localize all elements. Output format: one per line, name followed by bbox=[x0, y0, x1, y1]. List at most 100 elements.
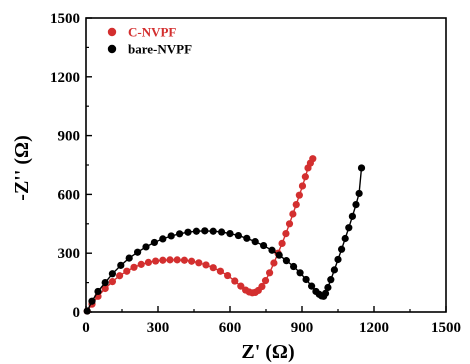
x-tick-label: 0 bbox=[82, 320, 90, 336]
data-point bbox=[209, 264, 217, 272]
data-point bbox=[275, 251, 283, 259]
y-tick-label: 300 bbox=[58, 246, 81, 262]
data-point bbox=[348, 212, 356, 220]
data-point bbox=[261, 277, 270, 285]
data-point bbox=[180, 256, 188, 264]
data-point bbox=[357, 164, 366, 172]
data-point bbox=[295, 191, 303, 199]
x-tick-label: 600 bbox=[219, 320, 242, 336]
series-line bbox=[86, 158, 314, 312]
x-tick-label: 1500 bbox=[431, 320, 461, 336]
legend-label: bare-NVPF bbox=[128, 42, 192, 57]
y-tick-label: 0 bbox=[73, 305, 81, 321]
data-point bbox=[167, 232, 175, 240]
data-point bbox=[292, 200, 300, 209]
x-tick-label: 300 bbox=[147, 320, 170, 336]
data-point bbox=[234, 231, 242, 240]
data-point bbox=[260, 241, 268, 250]
data-point bbox=[258, 282, 266, 291]
data-point bbox=[150, 238, 158, 247]
data-point bbox=[282, 257, 290, 265]
data-point bbox=[173, 256, 181, 264]
data-point bbox=[266, 269, 274, 277]
data-point bbox=[195, 259, 203, 267]
data-point bbox=[237, 282, 245, 290]
x-tick-label: 1200 bbox=[359, 320, 389, 336]
data-point bbox=[301, 173, 309, 181]
data-point bbox=[108, 270, 116, 278]
data-point bbox=[290, 262, 298, 271]
data-point bbox=[209, 227, 217, 235]
data-point bbox=[341, 234, 349, 243]
data-point bbox=[302, 275, 310, 284]
data-point bbox=[142, 243, 150, 251]
data-point bbox=[321, 289, 330, 297]
data-point bbox=[355, 189, 363, 198]
data-point bbox=[309, 155, 317, 163]
data-point bbox=[159, 235, 167, 243]
data-point bbox=[285, 220, 294, 228]
data-point bbox=[226, 230, 234, 238]
series-layer bbox=[83, 155, 366, 315]
data-point bbox=[137, 260, 145, 268]
data-point bbox=[94, 287, 102, 296]
data-point bbox=[101, 279, 109, 287]
data-point bbox=[224, 271, 232, 280]
legend-label: C-NVPF bbox=[128, 25, 176, 40]
data-point bbox=[201, 227, 209, 235]
legend-marker bbox=[107, 27, 117, 37]
data-point bbox=[268, 246, 276, 254]
data-point bbox=[251, 238, 259, 246]
data-point bbox=[296, 269, 304, 277]
data-point bbox=[327, 276, 335, 284]
data-point bbox=[159, 256, 167, 264]
data-point bbox=[101, 284, 109, 293]
data-point bbox=[116, 272, 124, 280]
y-tick-label: 1500 bbox=[50, 11, 80, 27]
legend: C-NVPF bare-NVPF bbox=[107, 25, 192, 57]
data-point bbox=[270, 259, 278, 267]
data-point bbox=[192, 227, 200, 235]
data-point bbox=[334, 255, 342, 264]
y-tick-label: 1200 bbox=[50, 70, 80, 86]
series-c-nvpf bbox=[83, 155, 317, 315]
data-point bbox=[324, 283, 332, 292]
data-point bbox=[88, 297, 96, 305]
data-point bbox=[330, 266, 338, 274]
data-point bbox=[243, 234, 251, 242]
data-point bbox=[188, 257, 196, 265]
data-point bbox=[298, 182, 307, 190]
axes: 0 300 600 900 1200 1500 0 300 600 900 1200 1500 bbox=[50, 11, 461, 336]
data-point bbox=[216, 267, 224, 275]
data-point bbox=[352, 200, 360, 209]
data-point bbox=[308, 282, 316, 290]
data-point bbox=[289, 210, 297, 218]
x-axis-title: Z' (Ω) bbox=[241, 341, 294, 363]
data-point bbox=[117, 261, 125, 269]
data-point bbox=[218, 228, 226, 236]
series-line bbox=[86, 167, 363, 312]
data-point bbox=[231, 277, 239, 285]
y-tick-label: 900 bbox=[58, 129, 81, 145]
series-bare-nvpf bbox=[83, 164, 366, 315]
data-point bbox=[176, 230, 184, 238]
data-point bbox=[152, 257, 160, 265]
data-point bbox=[108, 278, 116, 286]
data-point bbox=[278, 239, 286, 247]
data-point bbox=[123, 267, 131, 275]
data-point bbox=[166, 256, 174, 264]
data-point bbox=[202, 261, 210, 269]
y-axis-title: -Z'' (Ω) bbox=[11, 135, 33, 200]
data-point bbox=[338, 245, 346, 253]
data-point bbox=[345, 224, 353, 232]
data-point bbox=[144, 258, 152, 267]
x-tick-label: 900 bbox=[291, 320, 314, 336]
data-point bbox=[130, 263, 138, 271]
data-point bbox=[83, 307, 91, 315]
plot-frame bbox=[85, 17, 447, 313]
data-point bbox=[134, 248, 142, 256]
data-point bbox=[125, 254, 133, 262]
data-point bbox=[184, 228, 192, 236]
data-point bbox=[282, 230, 290, 238]
